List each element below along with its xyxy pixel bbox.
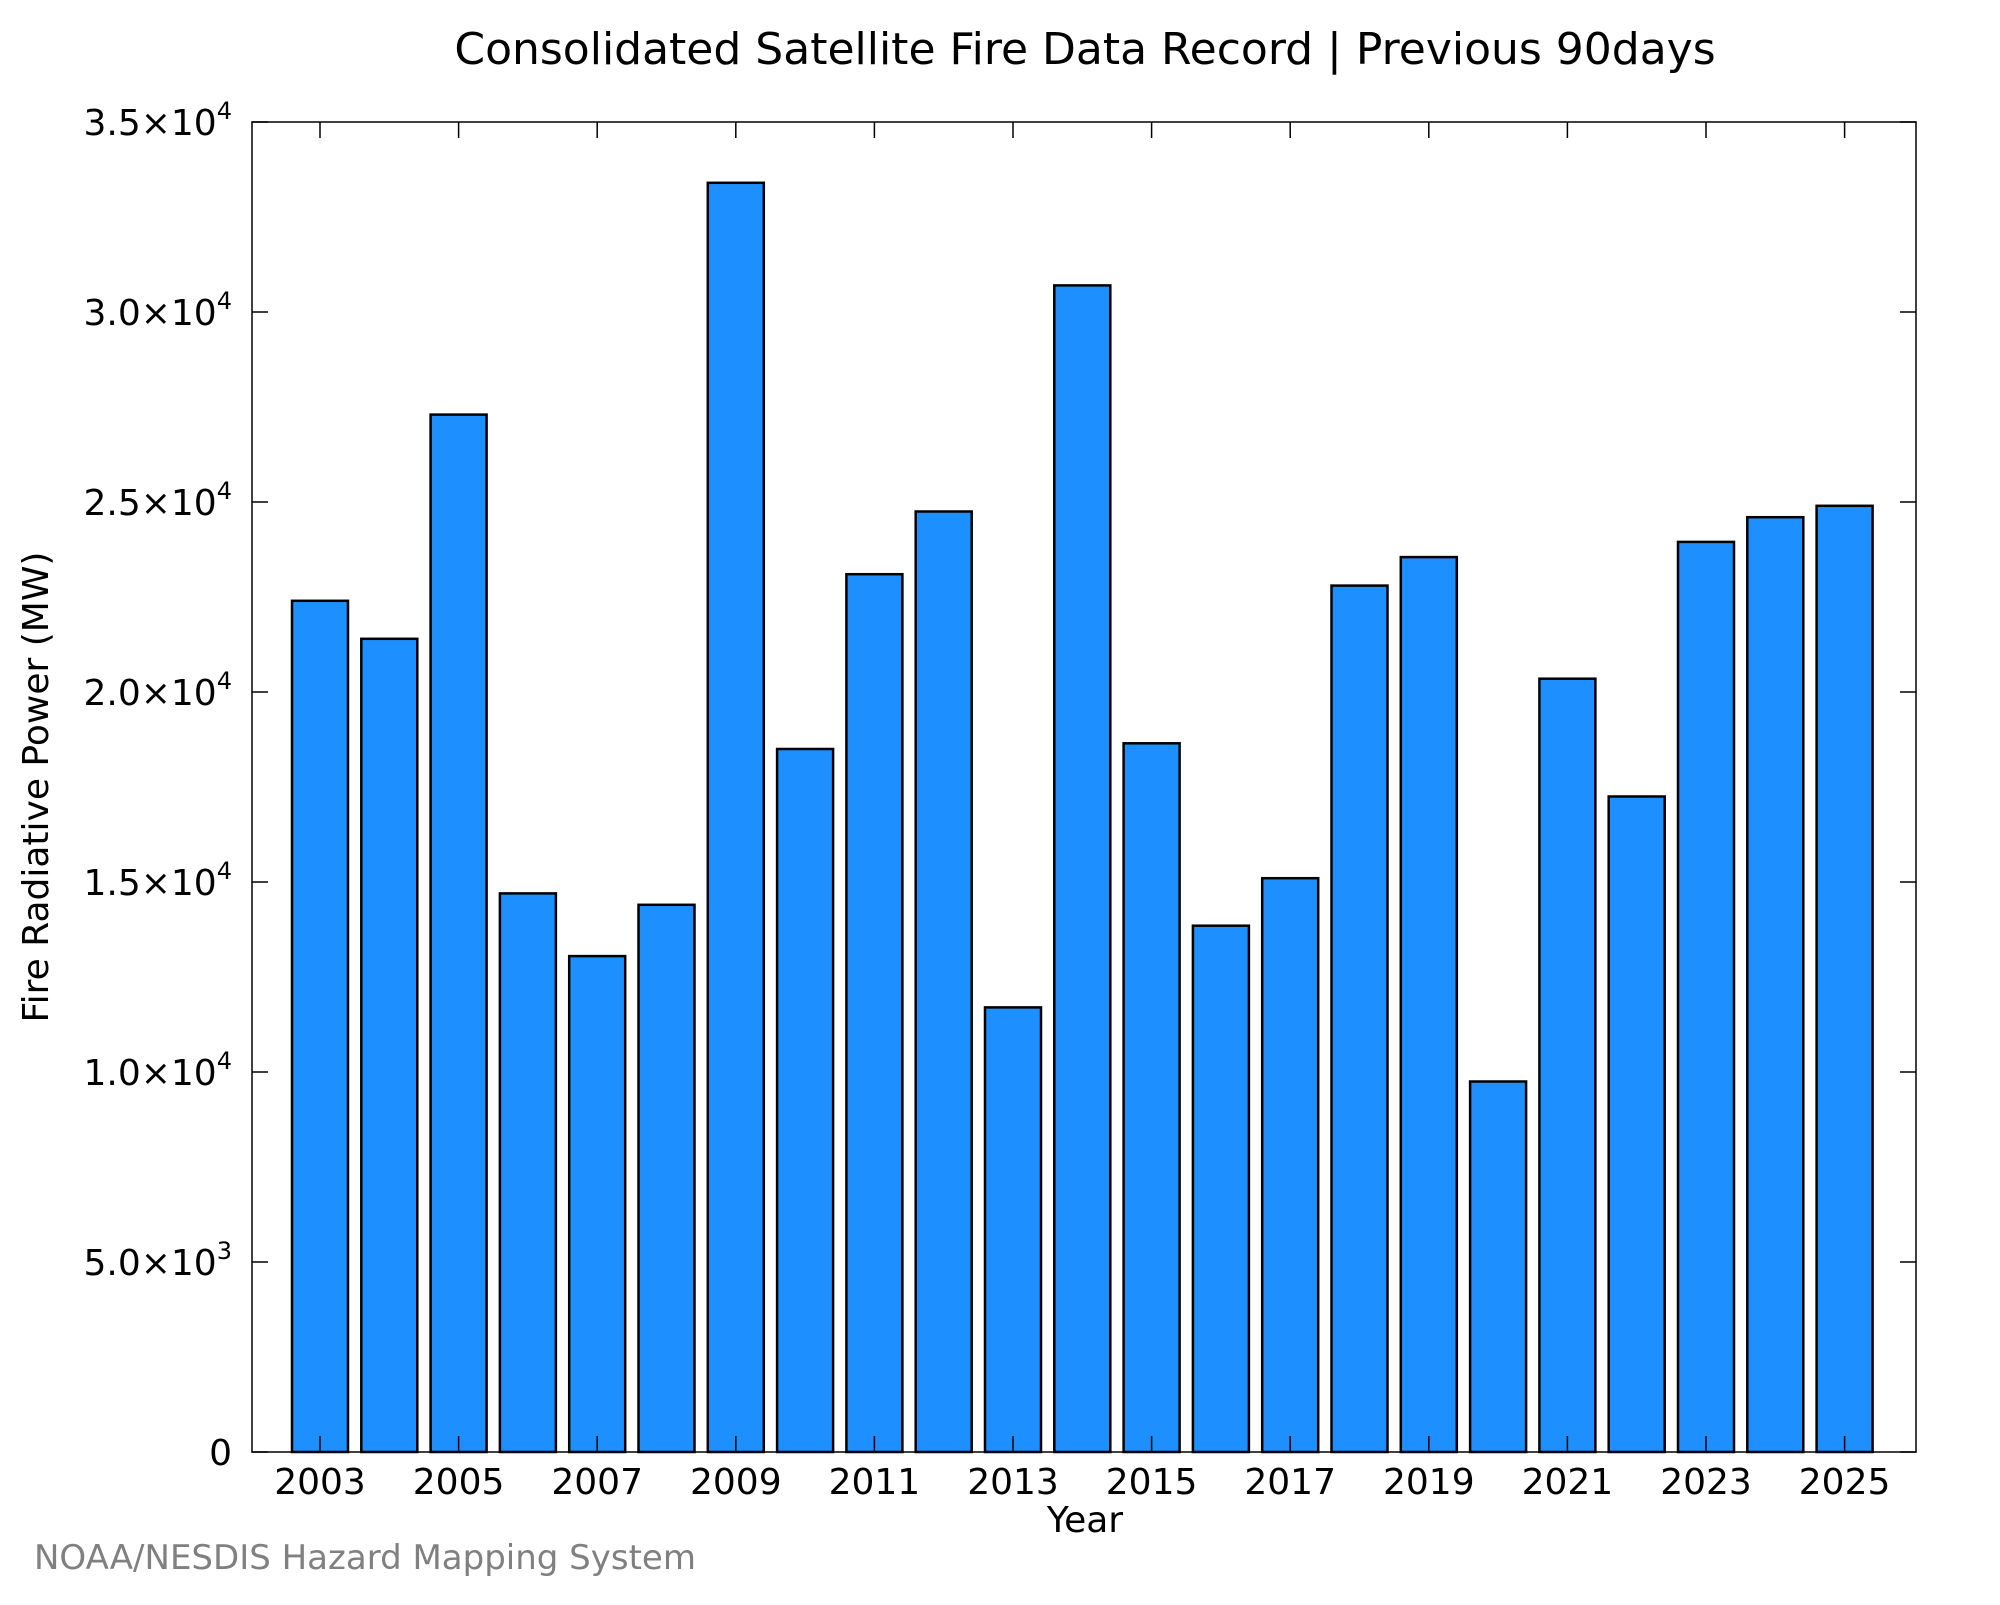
x-axis: 2003 2005 2007 2009 2011 2013 2015 2017 2019 2021…	[274, 122, 1890, 1503]
y-tick-label: 2.5×104	[83, 477, 232, 524]
y-tick-exponent: 4	[217, 97, 232, 125]
bar-2011	[845, 572, 904, 1454]
x-tick-label: 2021	[1522, 1462, 1614, 1503]
x-tick-label: 2011	[829, 1462, 921, 1503]
y-tick-label: 3.0×104	[83, 287, 232, 334]
y-tick-exponent: 4	[217, 667, 232, 695]
bar-2020	[1468, 1080, 1528, 1454]
y-tick-exponent: 4	[217, 857, 232, 885]
y-tick-exponent: 4	[217, 477, 232, 505]
bar-2010	[775, 747, 835, 1454]
bar-2018	[1330, 584, 1389, 1454]
source-credit: NOAA/NESDIS Hazard Mapping System	[34, 1538, 696, 1578]
x-tick-label: 2013	[967, 1462, 1059, 1503]
x-tick-label: 2003	[274, 1462, 366, 1503]
bar-2012	[914, 510, 973, 1454]
y-tick-exponent: 3	[217, 1237, 232, 1265]
y-tick-label: 1.5×104	[83, 857, 232, 904]
y-tick-mantissa: 1.5×10	[83, 863, 216, 904]
y-axis-label: Fire Radiative Power (MW)	[16, 552, 57, 1023]
bars	[290, 181, 1874, 1454]
x-tick-label: 2007	[551, 1462, 643, 1503]
x-tick-label: 2019	[1383, 1462, 1475, 1503]
x-tick-label: 2015	[1106, 1462, 1198, 1503]
bar-2021	[1538, 677, 1597, 1454]
y-tick-exponent: 4	[217, 287, 232, 315]
y-tick-mantissa: 0	[209, 1433, 232, 1474]
bar-2019	[1399, 555, 1459, 1454]
bar-2014	[1053, 284, 1112, 1454]
y-tick-mantissa: 2.0×10	[83, 673, 216, 714]
y-tick-label: 1.0×104	[83, 1047, 232, 1094]
y-tick-mantissa: 2.5×10	[83, 483, 216, 524]
y-tick-mantissa: 5.0×10	[83, 1243, 216, 1284]
x-tick-label: 2025	[1799, 1462, 1891, 1503]
bar-2004	[360, 637, 419, 1454]
bar-2016	[1191, 924, 1251, 1454]
bar-2015	[1122, 742, 1181, 1454]
bar-2017	[1260, 876, 1320, 1454]
y-axis: 05.0×1031.0×1041.5×1042.0×1042.5×1043.0×…	[83, 97, 1916, 1474]
y-tick-exponent: 4	[217, 1047, 232, 1075]
bar-2022	[1607, 795, 1666, 1454]
y-tick-mantissa: 1.0×10	[83, 1053, 216, 1094]
bar-2013	[983, 1006, 1043, 1454]
bar-2024	[1746, 515, 1805, 1454]
y-tick-label: 5.0×103	[83, 1237, 232, 1284]
x-axis-label: Year	[1046, 1500, 1123, 1541]
x-tick-label: 2017	[1244, 1462, 1336, 1503]
bar-2023	[1676, 540, 1736, 1454]
x-tick-label: 2005	[413, 1462, 505, 1503]
y-tick-label: 2.0×104	[83, 667, 232, 714]
bar-2007	[567, 954, 627, 1454]
y-tick-label: 3.5×104	[83, 97, 232, 144]
y-tick-label: 0	[209, 1433, 232, 1474]
bar-2003	[290, 599, 350, 1454]
bar-2006	[498, 892, 558, 1454]
chart-title: Consolidated Satellite Fire Data Record …	[454, 24, 1715, 75]
bar-2025	[1815, 504, 1874, 1454]
y-tick-mantissa: 3.0×10	[83, 293, 216, 334]
y-tick-mantissa: 3.5×10	[83, 103, 216, 144]
bar-2009	[706, 181, 766, 1454]
bar-2005	[429, 413, 488, 1454]
x-tick-label: 2023	[1660, 1462, 1752, 1503]
x-tick-label: 2009	[690, 1462, 782, 1503]
bar-2008	[637, 903, 696, 1454]
